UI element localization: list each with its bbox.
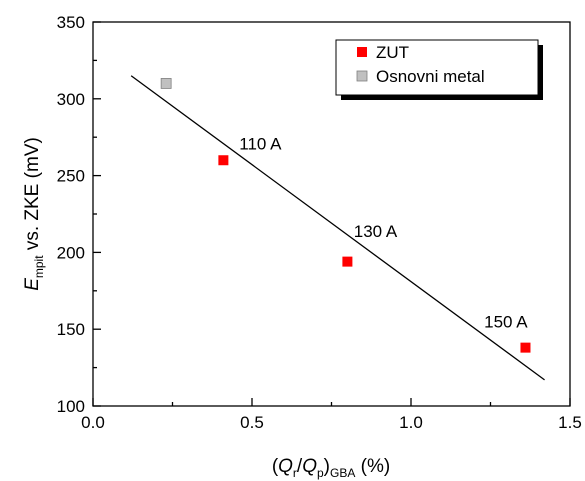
x-axis-ticks: 0.0 0.5 1.0 1.5 xyxy=(81,398,582,432)
legend: ZUT Osnovni metal xyxy=(335,39,543,100)
legend-label-zut: ZUT xyxy=(376,43,409,62)
y-tick-label: 350 xyxy=(57,13,85,32)
annotations: 110 A 130 A 150 A xyxy=(239,134,528,331)
annotation-label: 130 A xyxy=(354,222,398,241)
annotation-label: 110 A xyxy=(239,134,282,153)
x-tick-label: 0.5 xyxy=(240,413,264,432)
data-points xyxy=(160,78,531,353)
x-axis-title: (Qr/Qp)GBA (%) xyxy=(272,456,390,480)
x-tick-label: 1.5 xyxy=(558,413,582,432)
y-tick-label: 200 xyxy=(57,243,85,262)
legend-marker-osnovni xyxy=(356,70,368,82)
y-tick-label: 150 xyxy=(57,320,85,339)
legend-marker-zut xyxy=(357,47,367,57)
legend-label-osnovni: Osnovni metal xyxy=(376,67,485,86)
x-tick-label: 1.0 xyxy=(399,413,423,432)
y-axis-title: Empit vs. ZKE (mV) xyxy=(22,137,46,291)
y-tick-label: 250 xyxy=(57,167,85,186)
data-point-zut xyxy=(342,256,353,267)
y-tick-label: 300 xyxy=(57,90,85,109)
legend-box xyxy=(335,39,539,96)
y-axis-ticks: 100 150 200 250 300 350 xyxy=(57,13,101,416)
x-tick-label: 0.0 xyxy=(81,413,105,432)
fit-line xyxy=(130,75,545,381)
y-tick-label: 100 xyxy=(57,397,85,416)
data-point-osnovni xyxy=(160,78,172,89)
annotation-label: 150 A xyxy=(484,313,528,332)
data-point-zut xyxy=(520,342,531,353)
data-point-zut xyxy=(218,155,229,166)
